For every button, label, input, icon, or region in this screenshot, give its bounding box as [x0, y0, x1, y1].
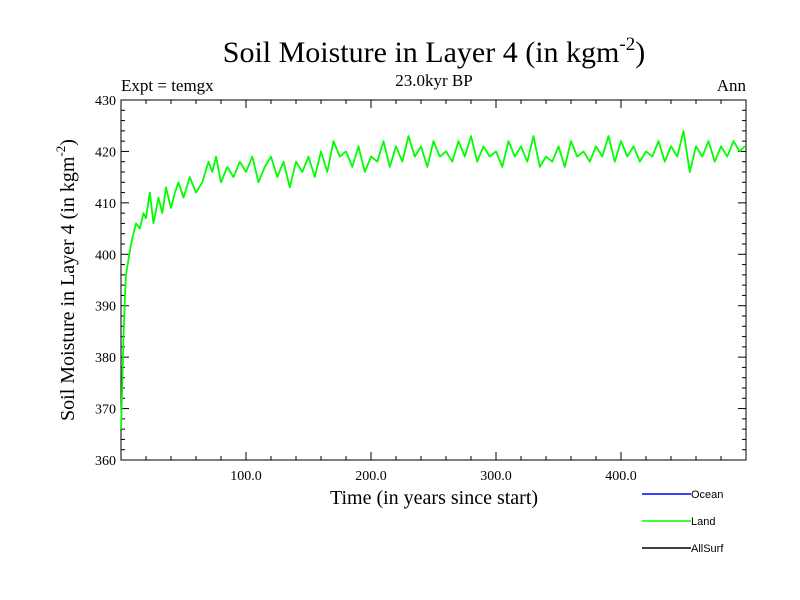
x-axis-label: Time (in years since start) [330, 487, 538, 509]
y-tick-label: 360 [95, 454, 116, 469]
y-tick-label: 370 [95, 403, 116, 418]
legend-label-land: Land [691, 516, 715, 528]
chart-title: Soil Moisture in Layer 4 (in kgm-2) [223, 34, 645, 69]
x-tick-label: 300.0 [480, 469, 512, 484]
x-tick-label: 200.0 [355, 469, 387, 484]
y-tick-label: 410 [95, 197, 116, 212]
y-ticks: 360 370 380 390 400 410 420 430 [95, 94, 746, 469]
x-tick-label: 100.0 [230, 469, 262, 484]
plot-frame [120, 99, 747, 461]
y-tick-label: 390 [95, 300, 116, 315]
y-tick-label: 380 [95, 351, 116, 366]
legend-label-allsurf: AllSurf [691, 543, 724, 555]
y-tick-label: 430 [95, 94, 116, 109]
x-ticks: 100.0 200.0 300.0 400.0 [145, 100, 722, 484]
period-label: 23.0kyr BP [395, 71, 472, 90]
legend-label-ocean: Ocean [691, 489, 723, 501]
expt-label: Expt = temgx [121, 76, 214, 95]
y-tick-label: 420 [95, 145, 116, 160]
land-series-line [120, 129, 746, 430]
legend: Ocean Land AllSurf [642, 489, 724, 555]
x-tick-label: 400.0 [605, 469, 637, 484]
season-label: Ann [717, 76, 747, 95]
y-tick-label: 400 [95, 248, 116, 263]
y-axis-label: Soil Moisture in Layer 4 (in kgm-2) [53, 139, 79, 421]
